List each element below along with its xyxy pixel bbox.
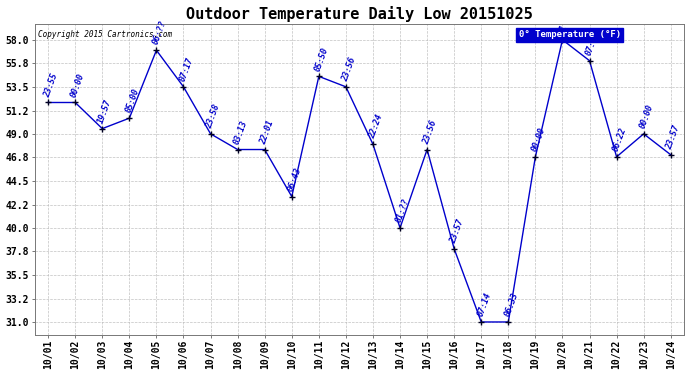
Text: 00:00: 00:00 xyxy=(638,103,655,130)
Text: 23:58: 23:58 xyxy=(205,103,222,130)
Text: 23:55: 23:55 xyxy=(43,72,59,98)
Text: 05:00: 05:00 xyxy=(124,87,141,114)
Text: 05:50: 05:50 xyxy=(313,46,330,72)
Text: 23:57: 23:57 xyxy=(448,218,466,244)
Text: 23:56: 23:56 xyxy=(422,119,438,146)
Text: 07:14: 07:14 xyxy=(475,291,493,318)
Text: 07:??: 07:?? xyxy=(584,30,601,57)
Text: 06:43: 06:43 xyxy=(286,166,303,192)
Text: 01:??: 01:?? xyxy=(395,197,411,224)
Text: Copyright 2015 Cartronics.com: Copyright 2015 Cartronics.com xyxy=(38,30,172,39)
Text: 22:24: 22:24 xyxy=(367,114,384,140)
Text: 19:57: 19:57 xyxy=(97,98,114,124)
Text: 07:17: 07:17 xyxy=(178,56,195,82)
Text: 00:00: 00:00 xyxy=(70,72,86,98)
Text: 00:00: 00:00 xyxy=(530,126,546,153)
Title: Outdoor Temperature Daily Low 20151025: Outdoor Temperature Daily Low 20151025 xyxy=(186,6,533,21)
Text: 03:13: 03:13 xyxy=(232,119,249,146)
Text: 22:01: 22:01 xyxy=(259,119,276,146)
Text: 23:57: 23:57 xyxy=(665,124,682,151)
Text: 06:??: 06:?? xyxy=(150,20,168,46)
Text: 06:22: 06:22 xyxy=(611,126,628,153)
Text: 23:56: 23:56 xyxy=(340,56,357,82)
Text: 0° Temperature (°F): 0° Temperature (°F) xyxy=(519,30,621,39)
Text: 01: 01 xyxy=(557,23,569,36)
Text: 06:33: 06:33 xyxy=(502,291,520,318)
